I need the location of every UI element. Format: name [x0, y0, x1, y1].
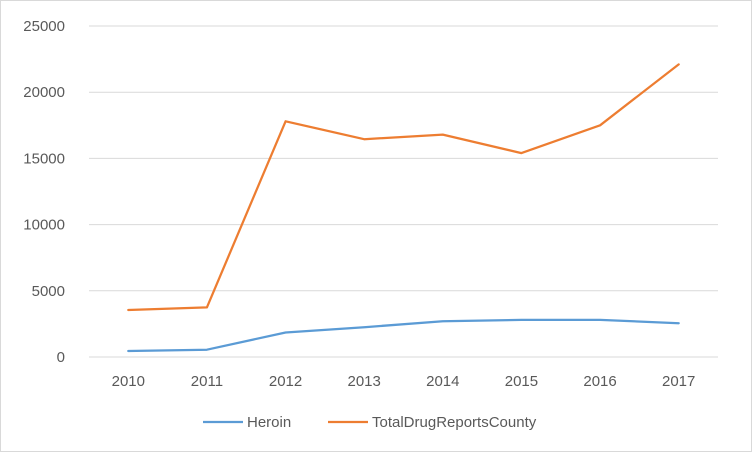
y-axis-ticks: 0 5000 10000 15000 20000 25000	[23, 18, 65, 366]
x-tick-label: 2015	[505, 373, 538, 390]
legend-label: Heroin	[247, 414, 291, 431]
grid-layer	[89, 25, 718, 358]
y-tick-label: 10000	[23, 217, 65, 234]
x-axis-ticks: 2010 2011 2012 2013 2014 2015 2016 2017	[112, 373, 696, 390]
series-line-Heroin	[127, 318, 680, 353]
x-tick-label: 2010	[112, 373, 145, 390]
legend: Heroin TotalDrugReportsCounty	[203, 414, 537, 431]
y-tick-label: 20000	[23, 84, 65, 101]
y-tick-label: 15000	[23, 150, 65, 167]
x-tick-label: 2017	[662, 373, 695, 390]
y-tick-label: 25000	[23, 18, 65, 35]
x-tick-label: 2016	[583, 373, 616, 390]
x-tick-label: 2013	[348, 373, 381, 390]
y-tick-label: 0	[57, 349, 65, 366]
y-tick-label: 5000	[32, 283, 65, 300]
series-line-TotalDrugReportsCounty	[127, 63, 680, 312]
legend-label: TotalDrugReportsCounty	[372, 414, 537, 431]
x-tick-label: 2012	[269, 373, 302, 390]
x-tick-label: 2014	[426, 373, 459, 390]
series-layer	[127, 63, 680, 353]
x-tick-label: 2011	[191, 373, 223, 390]
